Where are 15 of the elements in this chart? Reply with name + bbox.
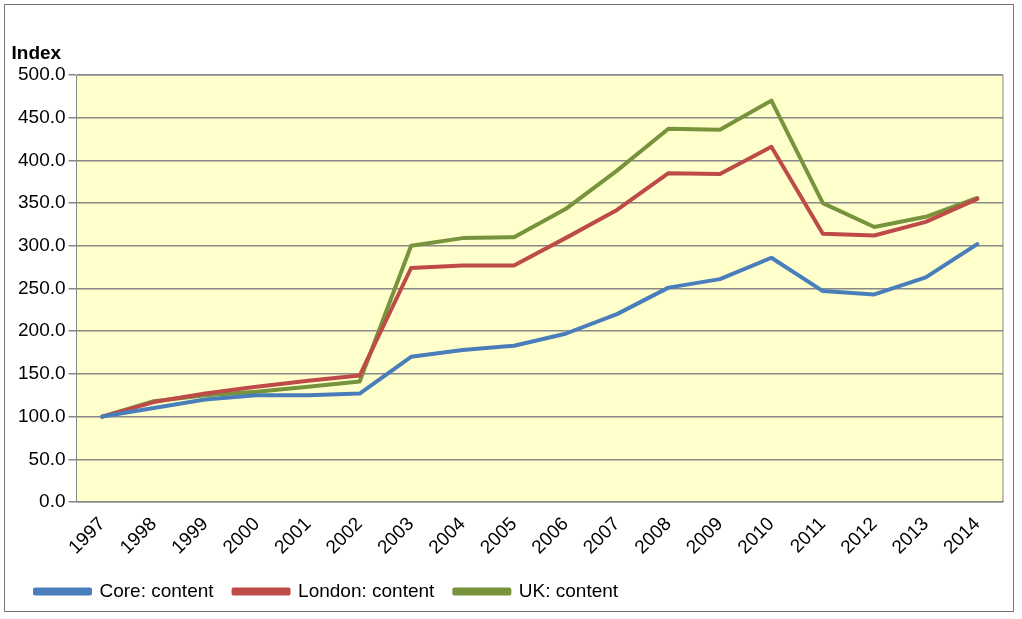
y-axis-title: Index <box>11 41 62 63</box>
y-tick-label: 300.0 <box>18 234 66 256</box>
y-tick-label: 50.0 <box>28 447 66 469</box>
legend-label: UK: content <box>518 579 619 601</box>
y-tick-label: 0.0 <box>39 490 66 512</box>
y-tick-label: 450.0 <box>18 105 66 127</box>
y-tick-label: 350.0 <box>18 191 66 213</box>
legend-label: Core: content <box>99 579 215 601</box>
y-tick-label: 250.0 <box>18 276 66 298</box>
legend-label: London: content <box>298 579 436 601</box>
y-tick-label: 400.0 <box>18 148 66 170</box>
y-tick-label: 100.0 <box>18 404 66 426</box>
y-tick-label: 500.0 <box>18 63 66 85</box>
y-tick-label: 200.0 <box>18 319 66 341</box>
y-tick-label: 150.0 <box>18 362 66 384</box>
